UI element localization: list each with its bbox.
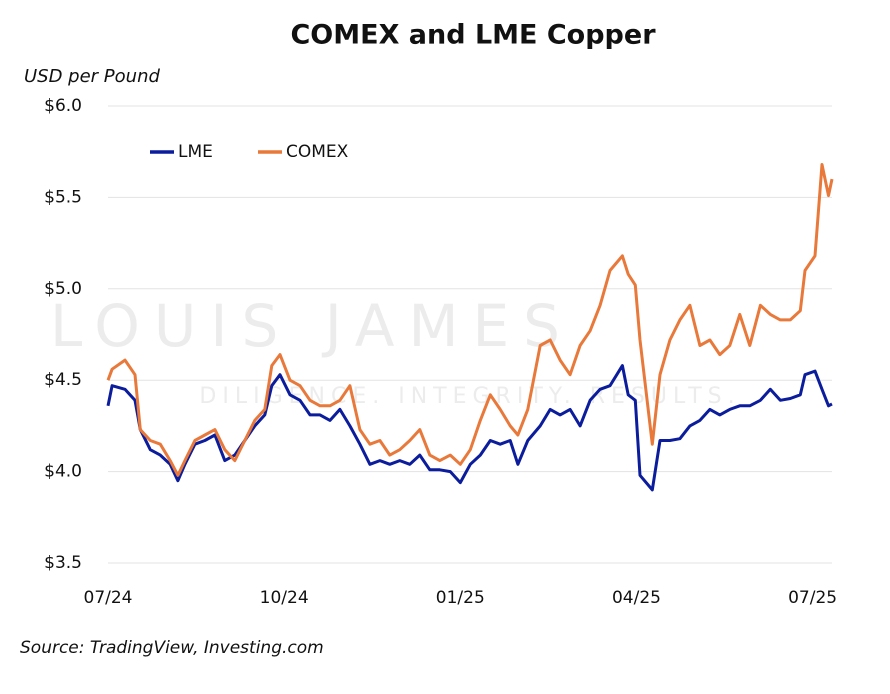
x-tick-label: 07/25 <box>788 588 837 608</box>
legend-label: LME <box>178 142 213 162</box>
series-line <box>106 364 833 492</box>
y-tick-label: $4.5 <box>44 370 82 390</box>
y-axis-label: USD per Pound <box>24 66 160 87</box>
y-tick-label: $3.5 <box>44 553 82 573</box>
legend-label: COMEX <box>286 142 349 162</box>
x-tick-label: 04/25 <box>612 588 661 608</box>
x-tick-label: 07/24 <box>84 588 133 608</box>
y-tick-label: $4.0 <box>44 462 82 482</box>
y-tick-label: $5.0 <box>44 279 82 299</box>
y-tick-label: $6.0 <box>44 96 82 116</box>
watermark: LOUIS JAMES <box>50 292 574 360</box>
x-tick-label: 01/25 <box>436 588 485 608</box>
series-line <box>106 163 834 477</box>
y-tick-label: $5.5 <box>44 187 82 207</box>
x-tick-label: 10/24 <box>260 588 309 608</box>
source: Source: TradingView, Investing.com <box>20 638 324 658</box>
chart-title: COMEX and LME Copper <box>290 20 656 51</box>
